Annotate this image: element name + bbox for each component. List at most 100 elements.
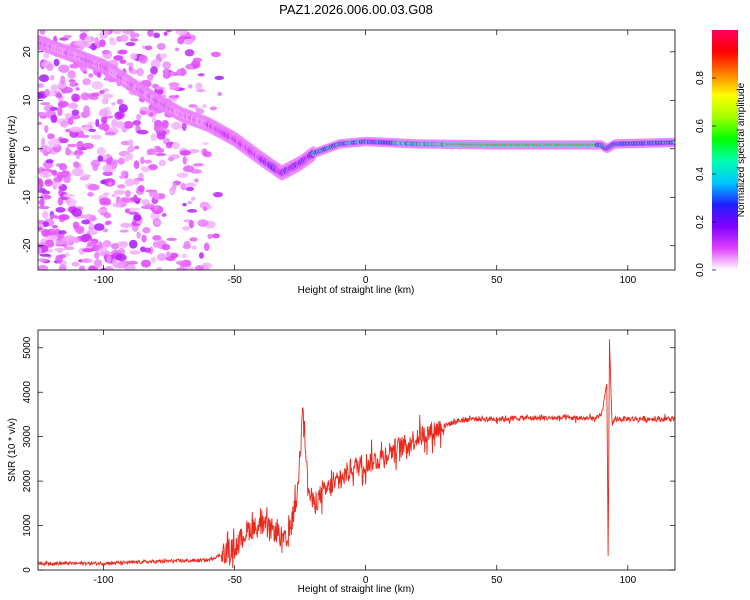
spectrogram-cell bbox=[164, 67, 170, 77]
spectrogram-cell bbox=[59, 264, 67, 270]
spectrogram-cell bbox=[97, 155, 104, 162]
spectrogram-cell bbox=[53, 176, 63, 183]
spectrogram-cell bbox=[187, 148, 200, 154]
spectrogram-cell bbox=[55, 172, 68, 176]
spectrogram-cell bbox=[57, 234, 65, 239]
spectrogram-cell bbox=[88, 266, 99, 270]
spectrogram-cell bbox=[147, 148, 157, 155]
spectrogram-cell bbox=[137, 185, 145, 193]
spectrogram-cell bbox=[136, 67, 144, 77]
spectrogram-cell bbox=[46, 63, 54, 72]
spectrogram-cell bbox=[149, 112, 154, 117]
spectrogram-cell bbox=[45, 159, 54, 164]
spectrogram-cell bbox=[210, 51, 221, 58]
spectrogram-cell bbox=[38, 264, 49, 270]
spectrogram-cell bbox=[138, 54, 148, 64]
spectrogram-x-ticks: -100 -50 0 50 100 bbox=[94, 30, 637, 286]
spectrogram-cell bbox=[81, 257, 93, 264]
spectrogram-cell bbox=[166, 30, 172, 33]
spectrogram-cell bbox=[66, 198, 77, 207]
spectrogram-cell bbox=[192, 163, 204, 167]
spectrogram-cell bbox=[115, 120, 126, 129]
spectrogram-cell bbox=[44, 88, 50, 97]
spectrogram-cell bbox=[157, 253, 167, 261]
snr-y-axis-label: SNR (10 * v/v) bbox=[7, 418, 18, 482]
spectrogram-cell bbox=[39, 115, 48, 119]
spectrogram-cell bbox=[38, 247, 42, 255]
x-tick-label: 50 bbox=[491, 275, 503, 286]
spectrogram-cell bbox=[154, 153, 167, 157]
spectrogram-cell bbox=[53, 248, 66, 252]
spectrogram-cell bbox=[141, 167, 150, 173]
spectrogram-cell bbox=[116, 261, 126, 269]
spectrogram-cell bbox=[51, 169, 58, 176]
spectrogram-cell bbox=[89, 214, 97, 221]
spectrogram-cell bbox=[67, 102, 79, 109]
spectrogram-cell bbox=[150, 133, 158, 142]
spectrogram-cell bbox=[181, 253, 188, 259]
spectrogram-cell bbox=[192, 57, 202, 63]
spectrogram-cell bbox=[69, 63, 80, 69]
spectrogram-cell bbox=[42, 210, 49, 219]
spectrogram-cell bbox=[76, 140, 84, 150]
spectrogram-cell bbox=[123, 121, 134, 129]
x-tick-label: 0 bbox=[363, 275, 369, 286]
spectrogram-cell bbox=[45, 228, 58, 236]
spectrogram-cell bbox=[155, 86, 166, 90]
colorbar-tick-label: 0.2 bbox=[695, 215, 706, 229]
spectrogram-cell bbox=[169, 252, 179, 259]
spectrogram-cell bbox=[39, 253, 51, 257]
spectrogram-cell bbox=[143, 159, 152, 164]
spectrogram-cell bbox=[124, 178, 135, 187]
y-tick-label: 5000 bbox=[22, 336, 33, 359]
spectrogram-cell bbox=[672, 141, 675, 144]
y-tick-label: 0 bbox=[22, 567, 33, 573]
spectrogram-cell bbox=[172, 144, 180, 150]
spectrogram-cell bbox=[120, 140, 131, 146]
spectrogram-cell bbox=[141, 199, 150, 206]
spectrogram-cell bbox=[96, 209, 108, 213]
spectrogram-cell bbox=[176, 260, 188, 266]
spectrogram-cell bbox=[214, 75, 225, 81]
spectrogram-cell bbox=[80, 92, 90, 101]
spectrogram-cell bbox=[100, 30, 110, 35]
spectrogram-cell bbox=[168, 82, 180, 88]
spectrogram-cell bbox=[82, 248, 94, 253]
spectrogram-cell bbox=[183, 240, 191, 247]
spectrogram-cell bbox=[144, 45, 153, 51]
spectrogram-cell bbox=[128, 207, 141, 211]
spectrogram-cell bbox=[161, 119, 169, 129]
spectrogram-cell bbox=[103, 88, 110, 92]
spectrogram-cell bbox=[104, 131, 116, 136]
y-tick-label: 0 bbox=[22, 146, 33, 152]
spectrogram-cell bbox=[69, 81, 75, 88]
spectrogram-cell bbox=[58, 64, 70, 73]
spectrogram-cell bbox=[87, 241, 96, 247]
spectrogram-cell bbox=[153, 32, 160, 39]
spectrogram-cell bbox=[42, 221, 50, 228]
spectrogram-cell bbox=[102, 164, 113, 173]
spectrogram-cell bbox=[39, 198, 45, 208]
spectrogram-cell bbox=[49, 106, 59, 111]
spectrogram-cell bbox=[183, 38, 194, 45]
spectrogram-cell bbox=[184, 49, 195, 57]
spectrogram-cell bbox=[44, 179, 53, 187]
spectrogram-cell bbox=[88, 73, 94, 78]
spectrogram-cell bbox=[81, 174, 92, 178]
x-tick-label: 0 bbox=[363, 575, 369, 586]
spectrogram-cell bbox=[111, 258, 118, 268]
snr-y-ticks: 0 1000 2000 3000 4000 5000 bbox=[22, 336, 675, 573]
x-tick-label: -50 bbox=[227, 275, 242, 286]
spectrogram-cell bbox=[87, 192, 94, 197]
spectrogram-cell bbox=[82, 142, 94, 150]
spectrogram-cell bbox=[72, 96, 79, 102]
spectrogram-cell bbox=[39, 170, 52, 179]
spectrogram-cell bbox=[169, 186, 176, 196]
spectrogram-cell bbox=[130, 52, 137, 60]
spectrogram-cell bbox=[71, 208, 83, 217]
spectrogram-cell bbox=[113, 189, 126, 195]
spectrogram-cell bbox=[150, 256, 157, 263]
spectrogram-cell bbox=[60, 120, 69, 128]
spectrogram-cell bbox=[119, 175, 125, 179]
snr-plot-area bbox=[38, 330, 675, 570]
